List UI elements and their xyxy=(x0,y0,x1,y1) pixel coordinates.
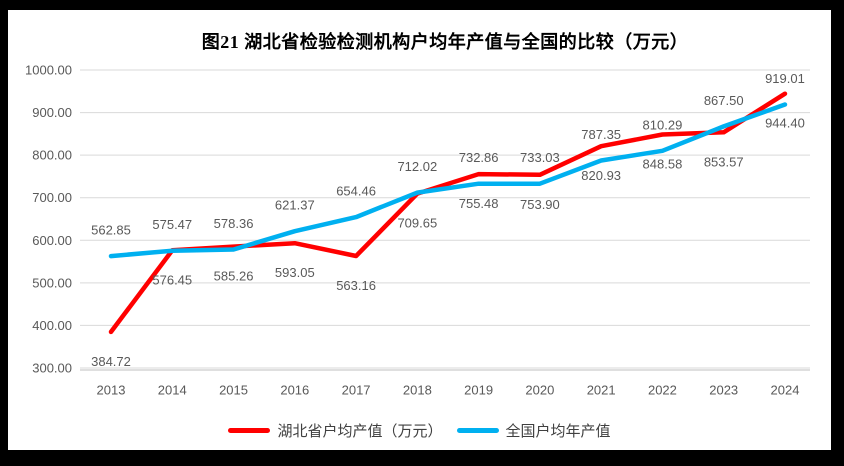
x-axis-tick-label: 2017 xyxy=(342,383,371,398)
legend-item-national: 全国户均年产值 xyxy=(456,420,611,441)
data-label-hubei: 848.58 xyxy=(643,157,683,172)
data-label-national: 732.86 xyxy=(459,150,499,165)
legend-item-hubei: 湖北省户均产值（万元） xyxy=(228,420,443,441)
y-axis-tick-label: 300.00 xyxy=(32,361,72,376)
data-label-hubei: 820.93 xyxy=(581,168,621,183)
data-label-hubei: 593.05 xyxy=(275,265,315,280)
data-label-national: 810.29 xyxy=(643,117,683,132)
data-label-national: 575.47 xyxy=(152,217,192,232)
legend-label-hubei: 湖北省户均产值（万元） xyxy=(277,423,443,440)
y-axis-tick-label: 800.00 xyxy=(32,148,72,163)
data-label-national: 712.02 xyxy=(397,159,437,174)
x-axis-tick-label: 2018 xyxy=(403,383,432,398)
legend-label-national: 全国户均年产值 xyxy=(505,423,611,440)
data-label-national: 919.01 xyxy=(765,71,805,86)
data-label-national: 621.37 xyxy=(275,198,315,213)
y-axis-tick-label: 600.00 xyxy=(32,233,72,248)
data-label-hubei: 753.90 xyxy=(520,197,560,212)
data-label-hubei: 563.16 xyxy=(336,278,376,293)
x-axis-tick-label: 2016 xyxy=(280,383,309,398)
series-line-national xyxy=(108,102,788,259)
data-label-hubei: 853.57 xyxy=(704,154,744,169)
y-axis-tick-label: 700.00 xyxy=(32,190,72,205)
data-label-hubei: 709.65 xyxy=(397,216,437,231)
x-axis-tick-label: 2020 xyxy=(525,383,554,398)
chart-title: 图21 湖北省检验检测机构户均年产值与全国的比较（万元） xyxy=(201,32,689,52)
data-label-national: 787.35 xyxy=(581,127,621,142)
national-line-swatch-icon xyxy=(456,428,499,433)
data-label-hubei: 755.48 xyxy=(459,196,499,211)
data-label-national: 733.03 xyxy=(520,150,560,165)
x-axis-tick-label: 2023 xyxy=(709,383,738,398)
hubei-line-swatch-icon xyxy=(228,428,271,433)
series-line-hubei xyxy=(108,91,788,335)
x-axis-tick-label: 2014 xyxy=(158,383,187,398)
chart-canvas: 图21 湖北省检验检测机构户均年产值与全国的比较（万元） 300.00 400.0… xyxy=(8,10,831,450)
x-axis-tick-label: 2024 xyxy=(771,383,800,398)
data-label-hubei: 384.72 xyxy=(91,354,131,369)
legend: 湖北省户均产值（万元） 全国户均年产值 xyxy=(8,420,831,441)
data-label-national: 654.46 xyxy=(336,184,376,199)
x-axis-tick-label: 2022 xyxy=(648,383,677,398)
y-axis-tick-label: 1000.00 xyxy=(25,63,72,78)
data-label-hubei: 944.40 xyxy=(765,116,805,131)
data-label-national: 578.36 xyxy=(214,216,254,231)
x-axis-tick-label: 2019 xyxy=(464,383,493,398)
data-label-hubei: 585.26 xyxy=(214,269,254,284)
x-axis-tick-label: 2015 xyxy=(219,383,248,398)
x-axis-tick-label: 2013 xyxy=(97,383,126,398)
data-label-hubei: 576.45 xyxy=(152,272,192,287)
x-axis-tick-label: 2021 xyxy=(587,383,616,398)
y-axis-tick-label: 500.00 xyxy=(32,275,72,290)
y-axis-tick-label: 400.00 xyxy=(32,318,72,333)
y-axis-tick-label: 900.00 xyxy=(32,105,72,120)
data-label-national: 867.50 xyxy=(704,93,744,108)
data-label-national: 562.85 xyxy=(91,223,131,238)
